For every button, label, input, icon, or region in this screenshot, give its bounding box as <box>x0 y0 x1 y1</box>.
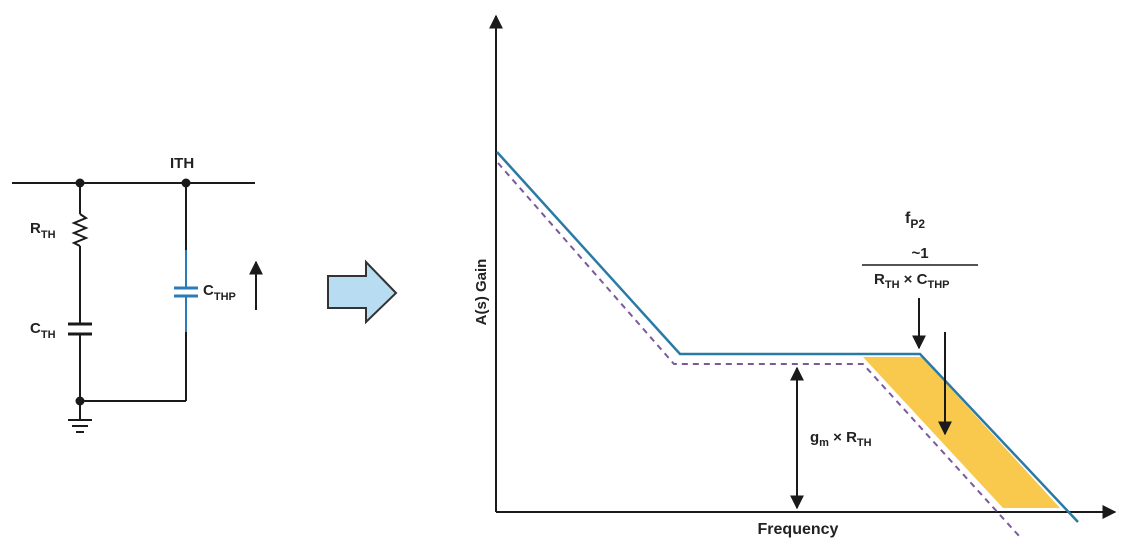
junction-dot <box>75 396 85 406</box>
ith-label: ITH <box>170 155 194 172</box>
cthp-label-sub: THP <box>214 291 236 303</box>
gain-curve <box>496 151 1079 523</box>
formula-numerator: ~1 <box>911 245 928 262</box>
shaded-region <box>863 357 1060 508</box>
midband-times: × <box>829 429 846 446</box>
right-block-arrow-icon <box>327 259 398 325</box>
dashed-gain-curve <box>497 162 1021 538</box>
formula-den-c: C <box>917 271 928 288</box>
cthp-label: CTHP <box>203 282 236 303</box>
rth-label: RTH <box>30 220 56 241</box>
rth-label-main: R <box>30 220 41 237</box>
formula-den-r: R <box>874 271 885 288</box>
junction-dot <box>181 178 191 188</box>
junction-dots <box>75 178 191 406</box>
cth-label: CTH <box>30 320 56 341</box>
pole-label-sub: P2 <box>910 217 925 231</box>
formula-den-times: × <box>900 271 917 288</box>
formula-denominator: RTH × CTHP <box>874 271 949 291</box>
junction-dot <box>75 178 85 188</box>
graph <box>489 14 1117 538</box>
rth-label-sub: TH <box>41 229 56 241</box>
cthp-label-main: C <box>203 282 214 299</box>
pole-label-main: f <box>905 210 911 227</box>
midband-g: g <box>810 429 819 446</box>
capacitor-cthp <box>174 250 198 332</box>
formula-den-r-sub: TH <box>885 279 900 291</box>
cth-label-sub: TH <box>41 329 56 341</box>
resistor-rth <box>71 213 89 247</box>
midband-label: gm × RTH <box>810 429 872 449</box>
pole-label: fP2 <box>905 210 925 231</box>
ground-icon <box>68 419 92 433</box>
midband-r: R <box>846 429 857 446</box>
circuit <box>12 182 263 433</box>
midband-g-sub: m <box>819 437 829 449</box>
y-axis-label: A(s) Gain <box>473 259 490 326</box>
midband-r-sub: TH <box>857 437 872 449</box>
x-axis-label: Frequency <box>758 521 839 538</box>
cth-label-main: C <box>30 320 41 337</box>
formula-den-c-sub: THP <box>927 279 949 291</box>
